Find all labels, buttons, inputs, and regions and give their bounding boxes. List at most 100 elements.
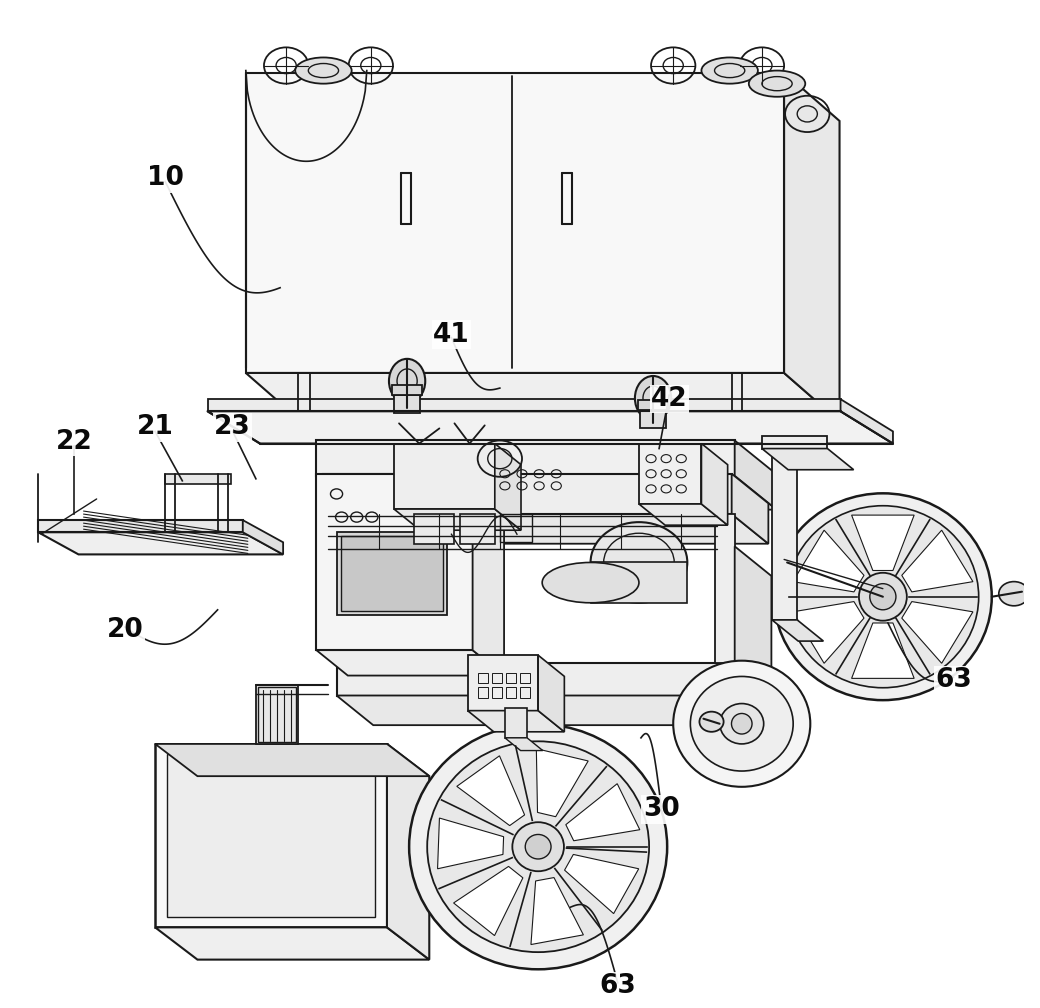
Bar [165,474,231,484]
Ellipse shape [389,359,425,403]
Ellipse shape [295,57,352,84]
Ellipse shape [634,376,671,420]
Polygon shape [792,530,864,592]
Bar [591,562,687,603]
Polygon shape [734,546,772,725]
Bar [639,444,701,504]
Ellipse shape [720,704,763,744]
Polygon shape [565,855,639,913]
Bar [323,474,732,514]
Bar [520,687,530,698]
Polygon shape [734,440,777,510]
Bar [337,663,734,696]
Bar [500,514,532,542]
Bar [520,673,530,683]
Ellipse shape [542,562,639,603]
Polygon shape [242,520,283,554]
Text: 23: 23 [214,414,251,440]
Polygon shape [387,744,430,960]
Polygon shape [323,514,769,543]
Bar [492,687,502,698]
Polygon shape [531,878,583,944]
Polygon shape [840,399,893,444]
Bar [337,532,447,615]
Ellipse shape [673,660,810,787]
Bar [492,673,502,683]
Ellipse shape [701,57,758,84]
Polygon shape [772,620,824,641]
Text: 30: 30 [643,796,679,823]
Bar [460,514,495,544]
Bar [258,687,296,742]
Polygon shape [316,650,504,675]
Polygon shape [155,744,430,776]
Ellipse shape [869,584,895,610]
Text: 41: 41 [433,322,470,348]
Bar [477,673,488,683]
Bar [504,708,527,738]
Ellipse shape [749,71,805,97]
Bar [337,514,357,663]
Polygon shape [784,73,839,421]
Bar [340,536,443,611]
Bar [256,685,298,744]
Ellipse shape [525,835,551,859]
Ellipse shape [513,823,564,871]
Polygon shape [245,373,839,421]
Bar [477,687,488,698]
Bar [38,520,242,532]
Ellipse shape [998,582,1029,606]
Polygon shape [701,444,728,525]
Bar [414,514,454,544]
Polygon shape [762,449,854,470]
Polygon shape [902,602,973,663]
Ellipse shape [787,506,979,687]
Bar [394,395,420,413]
Ellipse shape [859,573,907,621]
Text: 63: 63 [935,667,971,694]
Polygon shape [566,783,640,841]
Bar [638,400,668,410]
Polygon shape [537,749,589,816]
Polygon shape [208,411,893,444]
Bar [155,744,387,927]
Ellipse shape [409,724,668,970]
Polygon shape [438,818,503,869]
Bar [762,436,828,449]
Polygon shape [495,444,521,530]
Ellipse shape [774,493,992,701]
Polygon shape [468,711,565,732]
Ellipse shape [731,714,752,734]
Polygon shape [734,663,772,725]
Ellipse shape [427,741,649,953]
Polygon shape [337,696,772,725]
Polygon shape [852,515,914,571]
Text: 63: 63 [599,973,636,999]
Bar [392,385,422,395]
Bar [714,514,734,663]
Text: 20: 20 [106,617,144,643]
Polygon shape [639,504,728,525]
Text: 21: 21 [136,414,174,440]
Polygon shape [792,602,864,663]
Ellipse shape [591,522,687,603]
Ellipse shape [691,676,794,771]
Bar [505,673,516,683]
Text: 10: 10 [147,165,184,192]
Bar [468,655,538,711]
Bar [316,440,734,476]
Bar [316,474,472,650]
Polygon shape [457,756,524,826]
Polygon shape [316,476,777,510]
Polygon shape [472,474,504,675]
Polygon shape [38,532,283,554]
Text: 22: 22 [56,428,93,455]
Polygon shape [902,530,973,592]
Bar [245,73,784,373]
Bar [505,687,516,698]
Ellipse shape [700,712,724,732]
Polygon shape [852,623,914,678]
Polygon shape [538,655,565,732]
Text: 42: 42 [651,386,687,412]
Polygon shape [453,867,523,935]
